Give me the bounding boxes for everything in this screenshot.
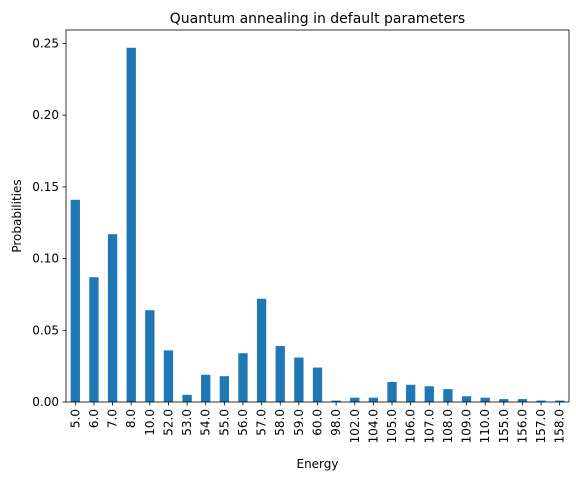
bar-106.0 xyxy=(405,384,416,402)
x-tick-label: 56.0 xyxy=(236,409,250,436)
chart-title: Quantum annealing in default parameters xyxy=(170,11,465,27)
x-tick-label: 109.0 xyxy=(460,409,474,443)
bar-102.0 xyxy=(350,397,360,402)
x-tick-label: 57.0 xyxy=(255,409,269,436)
bar-54.0 xyxy=(201,374,211,402)
y-tick-label: 0.00 xyxy=(32,395,59,409)
bars-group xyxy=(70,47,565,402)
x-tick-label: 10.0 xyxy=(143,409,157,436)
x-tick-label: 8.0 xyxy=(124,409,138,428)
x-tick-label: 156.0 xyxy=(515,409,529,443)
plot-frame xyxy=(65,29,570,403)
x-tick-label: 107.0 xyxy=(422,409,436,443)
x-tick-label: 104.0 xyxy=(366,409,380,443)
bar-98.0 xyxy=(331,400,341,402)
bar-58.0 xyxy=(275,346,285,402)
y-tick-label: 0.25 xyxy=(32,36,59,50)
x-tick-label: 60.0 xyxy=(311,409,325,436)
y-axis: 0.00 0.05 0.10 0.15 0.20 0.25 xyxy=(32,36,66,409)
bar-55.0 xyxy=(219,376,229,402)
bar-155.0 xyxy=(499,399,509,402)
bar-157.0 xyxy=(536,400,546,402)
bar-57.0 xyxy=(256,298,267,402)
bar-10.0 xyxy=(145,310,155,402)
x-tick-label: 59.0 xyxy=(292,409,306,436)
y-tick-label: 0.20 xyxy=(32,108,59,122)
x-tick-label: 157.0 xyxy=(534,409,548,443)
x-axis: 5.0 6.0 7.0 8.0 10.0 52.0 53.0 54.0 55.0 56.0 57.0… xyxy=(68,402,567,443)
x-tick-label: 155.0 xyxy=(497,409,511,443)
bar-59.0 xyxy=(294,357,304,402)
x-axis-label: Energy xyxy=(296,457,338,471)
bar-6.0 xyxy=(89,277,99,402)
x-tick-label: 108.0 xyxy=(441,409,455,443)
x-tick-label: 102.0 xyxy=(348,409,362,443)
x-tick-label: 110.0 xyxy=(478,409,492,443)
y-axis-label: Probabilities xyxy=(10,179,24,252)
x-tick-label: 5.0 xyxy=(68,409,82,428)
bar-156.0 xyxy=(517,399,528,402)
bar-110.0 xyxy=(480,397,490,402)
x-tick-label: 58.0 xyxy=(273,409,287,436)
x-tick-label: 53.0 xyxy=(180,409,194,436)
x-tick-label: 105.0 xyxy=(385,409,399,443)
y-tick-label: 0.15 xyxy=(32,180,59,194)
x-tick-label: 7.0 xyxy=(106,409,120,428)
bar-109.0 xyxy=(461,396,472,402)
x-tick-label: 158.0 xyxy=(553,409,567,443)
bar-108.0 xyxy=(443,389,453,402)
y-tick-label: 0.10 xyxy=(32,252,59,266)
bar-7.0 xyxy=(107,234,118,402)
bar-8.0 xyxy=(126,47,136,402)
bar-52.0 xyxy=(163,350,174,402)
x-tick-label: 6.0 xyxy=(87,409,101,428)
bar-5.0 xyxy=(70,199,80,402)
bar-53.0 xyxy=(182,394,192,402)
x-tick-label: 54.0 xyxy=(199,409,213,436)
x-tick-label: 55.0 xyxy=(217,409,231,436)
bar-107.0 xyxy=(424,386,434,402)
bar-60.0 xyxy=(312,367,323,402)
bar-56.0 xyxy=(238,353,248,402)
bar-104.0 xyxy=(368,397,379,402)
bar-158.0 xyxy=(555,400,565,402)
x-tick-label: 106.0 xyxy=(404,409,418,443)
x-tick-label: 98.0 xyxy=(329,409,343,436)
x-tick-label: 52.0 xyxy=(161,409,175,436)
bar-105.0 xyxy=(387,381,397,402)
y-tick-label: 0.05 xyxy=(32,323,59,337)
